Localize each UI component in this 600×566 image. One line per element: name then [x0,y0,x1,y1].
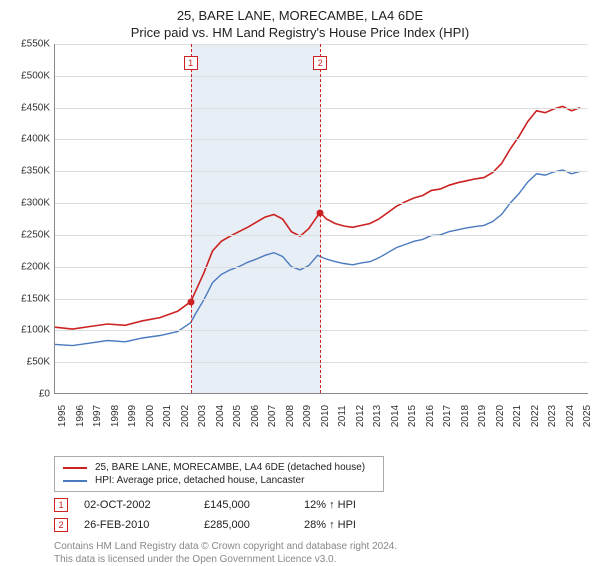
y-tick-label: £350K [21,166,50,177]
y-tick-label: £100K [21,325,50,336]
x-tick-label: 2011 [337,405,348,427]
gridline [55,267,588,268]
plot-area: 12 [54,44,588,394]
sale-date: 26-FEB-2010 [84,519,204,531]
event-marker: 2 [313,56,327,70]
chart-area: £0 £50K £100K £150K £200K £250K £300K £350K £400… [12,44,588,424]
x-tick-label: 2021 [512,405,523,427]
x-tick-label: 2002 [180,405,191,427]
x-tick-label: 1995 [57,405,68,427]
x-tick-label: 2010 [320,405,331,427]
x-tick-label: 2003 [197,405,208,427]
x-tick-label: 2012 [355,405,366,427]
x-tick-label: 2020 [495,405,506,427]
legend: 25, BARE LANE, MORECAMBE, LA4 6DE (detac… [54,456,384,492]
y-tick-label: £500K [21,70,50,81]
plot-svg [55,44,589,394]
sale-hpi: 12% ↑ HPI [304,499,404,511]
footer-line-1: Contains HM Land Registry data © Crown c… [54,540,588,553]
sale-hpi: 28% ↑ HPI [304,519,404,531]
y-tick-label: £300K [21,198,50,209]
x-tick-label: 2008 [285,405,296,427]
x-tick-label: 2025 [582,405,593,427]
legend-swatch [63,480,87,482]
gridline [55,330,588,331]
sale-dot [187,298,194,305]
gridline [55,235,588,236]
x-tick-label: 2005 [232,405,243,427]
event-line [320,44,321,393]
legend-item: 25, BARE LANE, MORECAMBE, LA4 6DE (detac… [63,461,375,474]
sale-row: 2 26-FEB-2010£285,00028% ↑ HPI [54,518,588,532]
gridline [55,76,588,77]
y-tick-label: £550K [21,39,50,50]
y-tick-label: £0 [39,389,50,400]
y-tick-label: £450K [21,102,50,113]
x-tick-label: 2019 [477,405,488,427]
page-title: 25, BARE LANE, MORECAMBE, LA4 6DE [12,8,588,23]
x-tick-label: 1999 [127,405,138,427]
sale-row: 1 02-OCT-2002£145,00012% ↑ HPI [54,498,588,512]
gridline [55,139,588,140]
x-tick-label: 2006 [250,405,261,427]
x-tick-label: 1996 [75,405,86,427]
sale-dot [317,209,324,216]
x-tick-label: 2013 [372,405,383,427]
x-tick-label: 2018 [460,405,471,427]
gridline [55,299,588,300]
x-tick-label: 2014 [390,405,401,427]
y-tick-label: £50K [27,357,50,368]
x-tick-label: 2009 [302,405,313,427]
sale-date: 02-OCT-2002 [84,499,204,511]
event-line [191,44,192,393]
x-tick-label: 2023 [547,405,558,427]
series-line [55,170,580,346]
y-axis: £0£50K£100K£150K£200K£250K£300K£350K£400… [12,44,54,394]
page-subtitle: Price paid vs. HM Land Registry's House … [12,25,588,40]
x-tick-label: 2001 [162,405,173,427]
sale-marker: 2 [54,518,68,532]
gridline [55,362,588,363]
x-tick-label: 2022 [530,405,541,427]
x-tick-label: 2000 [145,405,156,427]
sales-list: 1 02-OCT-2002£145,00012% ↑ HPI 2 26-FEB-201… [12,498,588,532]
y-tick-label: £400K [21,134,50,145]
x-tick-label: 1998 [110,405,121,427]
x-tick-label: 2007 [267,405,278,427]
event-marker: 1 [184,56,198,70]
legend-label: 25, BARE LANE, MORECAMBE, LA4 6DE (detac… [95,462,365,473]
gridline [55,203,588,204]
gridline [55,44,588,45]
x-tick-label: 2017 [442,405,453,427]
x-tick-label: 2015 [407,405,418,427]
sale-price: £145,000 [204,499,304,511]
y-tick-label: £150K [21,293,50,304]
x-tick-label: 2024 [565,405,576,427]
x-tick-label: 1997 [92,405,103,427]
x-axis: 1995 1996 1997 1998 1999 2000 2001 2002 2003 2004… [54,394,588,424]
legend-item: HPI: Average price, detached house, Lanc… [63,474,375,487]
legend-label: HPI: Average price, detached house, Lanc… [95,475,304,486]
y-tick-label: £250K [21,229,50,240]
gridline [55,108,588,109]
footer: Contains HM Land Registry data © Crown c… [54,540,588,566]
y-tick-label: £200K [21,261,50,272]
legend-swatch [63,467,87,469]
x-tick-label: 2004 [215,405,226,427]
x-tick-label: 2016 [425,405,436,427]
sale-price: £285,000 [204,519,304,531]
gridline [55,171,588,172]
sale-marker: 1 [54,498,68,512]
